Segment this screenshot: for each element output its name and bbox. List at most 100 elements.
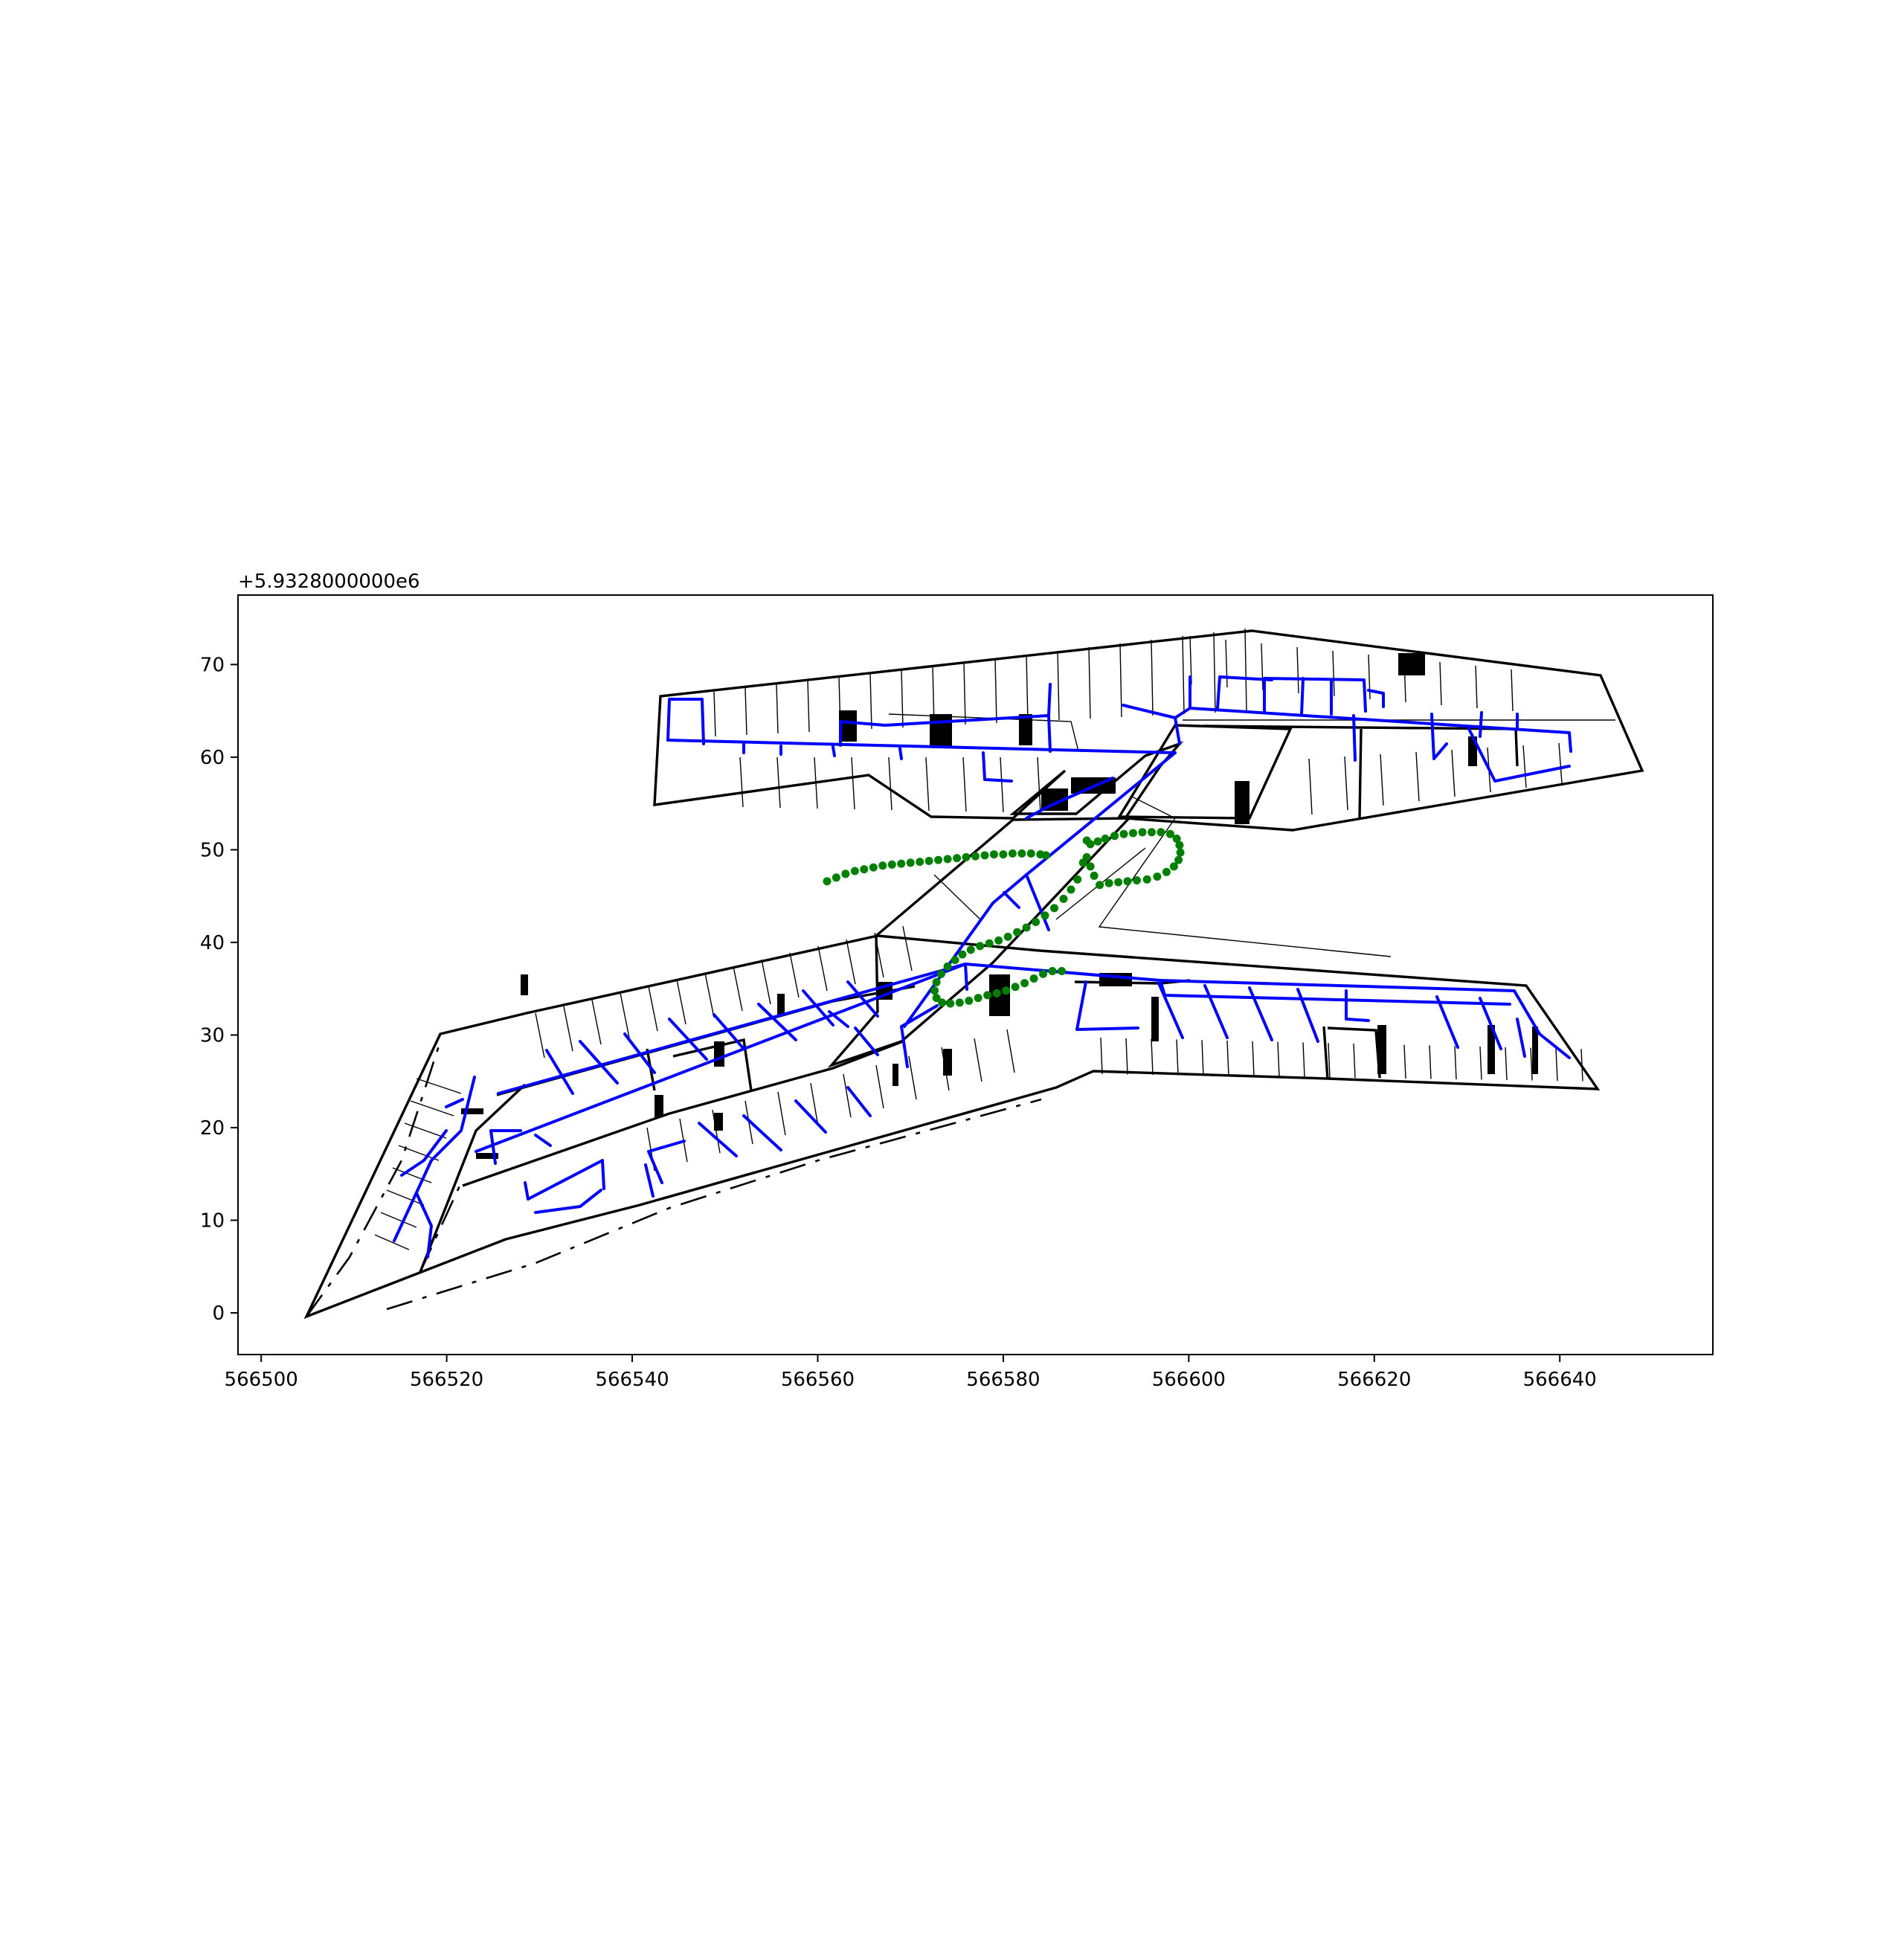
trajectory-point — [1165, 829, 1174, 838]
corridor-segment — [475, 963, 967, 1153]
partition-line — [908, 1056, 917, 1100]
partition-line — [875, 1064, 884, 1109]
trajectory-point — [992, 989, 1001, 997]
partition-line — [962, 756, 967, 812]
trajectory-point — [1050, 904, 1058, 913]
corridor-segment — [534, 1134, 552, 1147]
trajectory-point — [1174, 855, 1183, 864]
trajectory-point — [1090, 871, 1099, 880]
corridor-segment — [1047, 714, 1052, 753]
partition-line — [888, 756, 892, 811]
trajectory-point — [1157, 828, 1165, 837]
trajectory-point — [983, 991, 992, 1000]
x-tick-label: 566640 — [1523, 1369, 1597, 1391]
partition-line — [1252, 1041, 1255, 1077]
trajectory-point — [1020, 979, 1029, 988]
y-offset-label: +5.9328000000e6 — [238, 571, 420, 593]
trajectory-point — [1048, 967, 1057, 975]
x-tick-label: 566500 — [225, 1369, 298, 1391]
trajectory-point — [1041, 851, 1050, 860]
wall-segment — [672, 1038, 753, 1091]
corridor-segment — [1345, 989, 1370, 1022]
trajectory-point — [1114, 878, 1123, 887]
trajectory-point — [1039, 969, 1047, 978]
partition-line — [1151, 1038, 1154, 1076]
trajectory-point — [930, 986, 939, 995]
trajectory-point — [1086, 840, 1095, 849]
corridor-segment — [1367, 689, 1385, 708]
corridor-segment — [1025, 777, 1114, 820]
trajectory-point — [897, 859, 906, 868]
partition-line — [1328, 1043, 1331, 1078]
partition-line — [1244, 628, 1247, 712]
y-tick-label: 30 — [200, 1024, 225, 1047]
dashed-wall — [1093, 1070, 1598, 1090]
partition-line — [1475, 665, 1478, 709]
corridor-segment — [1479, 711, 1483, 738]
axes-frame — [237, 594, 1714, 1355]
partition-line — [810, 1082, 819, 1127]
partition-line — [1098, 795, 1392, 957]
partition-line — [1277, 1041, 1280, 1077]
corridor-segment — [964, 963, 1571, 1059]
partition-line — [1100, 1037, 1103, 1075]
corridor-segment — [964, 963, 968, 991]
corridor-segment — [415, 1192, 433, 1259]
x-tick-label: 566540 — [595, 1369, 669, 1391]
trajectory-point — [1119, 829, 1128, 838]
corridor-segment — [393, 1076, 476, 1242]
y-tick-label: 40 — [200, 932, 225, 954]
partition-line — [704, 972, 715, 1018]
partition-line — [843, 1073, 852, 1118]
partition-line — [807, 680, 810, 733]
trajectory-point — [936, 969, 945, 978]
partition-line — [404, 1122, 447, 1139]
trajectory-point — [951, 956, 959, 965]
partition-line — [1530, 1047, 1533, 1081]
partition-line — [994, 658, 997, 724]
partition-line — [1213, 632, 1216, 713]
trajectory-point — [1148, 828, 1156, 837]
corridor-segment — [579, 1040, 619, 1085]
corridor-segment — [828, 1010, 849, 1028]
partition-line — [392, 1167, 432, 1183]
trajectory-point — [1086, 862, 1095, 871]
wall-block — [654, 1095, 663, 1117]
partition-line — [1308, 758, 1313, 815]
wall-block — [714, 1041, 724, 1067]
partition-line — [1344, 756, 1348, 811]
corridor-segment — [1300, 677, 1305, 716]
partition-line — [1226, 1040, 1229, 1076]
trajectory-point — [1059, 894, 1068, 903]
trajectory-point — [1078, 858, 1087, 867]
trajectory-point — [980, 851, 989, 860]
partition-line — [777, 1091, 786, 1136]
wall-block — [714, 1113, 723, 1131]
trajectory-point — [1104, 878, 1113, 887]
trajectory-point — [934, 855, 943, 864]
partition-line — [591, 999, 602, 1045]
corridor-segment — [1075, 980, 1139, 1031]
corridor-segment — [1203, 984, 1229, 1039]
corridor-segment — [846, 1086, 872, 1117]
trajectory-point — [850, 867, 859, 876]
trajectory-point — [1002, 986, 1011, 995]
y-tick-label: 50 — [200, 839, 225, 861]
x-tick-label: 566620 — [1337, 1369, 1411, 1391]
corridor-segment — [713, 1013, 745, 1050]
trajectory-point — [1133, 876, 1141, 884]
trajectory-point — [1073, 875, 1082, 884]
partition-line — [712, 1109, 721, 1154]
trajectory-point — [994, 936, 1003, 945]
partition-line — [410, 1100, 454, 1117]
trajectory-point — [932, 978, 941, 986]
wall-block — [1398, 653, 1425, 675]
trajectory-point — [1096, 881, 1104, 890]
partition-line — [902, 925, 913, 971]
corridor-segment — [1263, 677, 1367, 714]
trajectory-point — [953, 854, 962, 863]
partition-line — [535, 1012, 545, 1058]
partition-line — [974, 1038, 982, 1082]
trajectory-point — [916, 858, 924, 867]
